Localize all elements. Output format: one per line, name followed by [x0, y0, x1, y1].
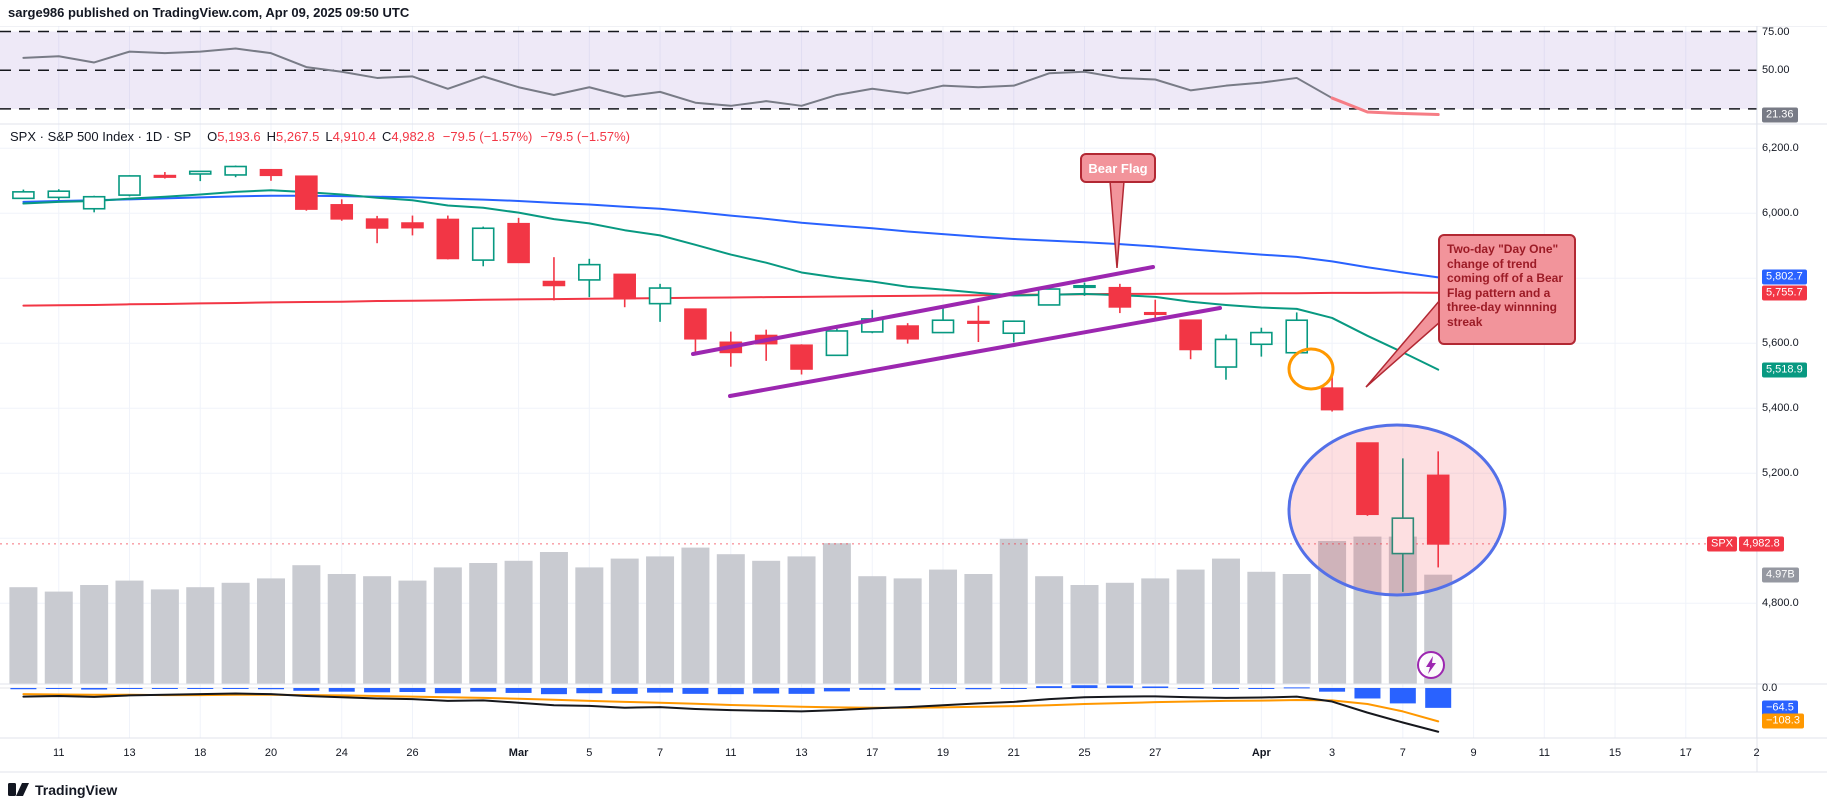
time-axis-label: 25 [1078, 747, 1091, 759]
publish-header: sarge986 published on TradingView.com, A… [0, 0, 1827, 26]
time-axis-label: 7 [1399, 747, 1406, 759]
time-axis-label: 3 [1329, 747, 1336, 759]
time-axis-label: 20 [264, 747, 278, 759]
symbol-info-row[interactable]: SPX · S&P 500 Index · 1D · SP O5,193.6 H5,… [10, 129, 630, 144]
close-label: C [382, 129, 392, 144]
change-value: −79.5 (−1.57%) [442, 129, 533, 144]
symbol-title[interactable]: SPX · S&P 500 Index · 1D · SP [10, 129, 192, 144]
axis-tick-label: 6,200.0 [1762, 142, 1799, 155]
time-axis-label: Mar [508, 747, 529, 759]
axis-tick-label: 6,000.0 [1762, 207, 1799, 220]
time-axis-label: 21 [1007, 747, 1020, 759]
axis-tick-label: 4,800.0 [1762, 597, 1799, 610]
bear-flag-callout[interactable]: Bear Flag [1080, 153, 1156, 183]
axis-tick-label: 5,600.0 [1762, 337, 1799, 350]
low-label: L [325, 129, 333, 144]
time-scale[interactable]: 11 13 18 20 24 26 Mar 5 7 11 13 17 19 21 25 27 Apr 3 7 9 11 1… [0, 738, 1760, 772]
time-axis-label: 2 [1753, 747, 1760, 759]
time-axis-label: 27 [1149, 747, 1162, 759]
axis-tick-label: 5,200.0 [1762, 467, 1799, 480]
axis-value-badge: 5,755.7 [1762, 285, 1807, 301]
axis-value-badge: 4.97B [1762, 567, 1799, 583]
high-value: 5,267.5 [276, 129, 320, 144]
axis-value-badge: −64.5 [1762, 700, 1798, 716]
close-value: 4,982.8 [391, 129, 435, 144]
time-axis-label: 19 [936, 747, 950, 759]
open-value: 5,193.6 [217, 129, 261, 144]
price-scale[interactable]: 75.00 50.00 6,200.0 6,000.0 5,600.0 5,400.0 5,… [1707, 0, 1827, 772]
time-axis-label: 15 [1608, 747, 1622, 759]
low-value: 4,910.4 [332, 129, 376, 144]
time-axis-label: 11 [725, 747, 737, 759]
time-axis-label: 13 [795, 747, 808, 759]
time-axis-label: 9 [1470, 747, 1477, 759]
time-axis-label: 11 [53, 747, 65, 759]
ohlc-values: O5,193.6 H5,267.5 L4,910.4 C4,982.8 −79.5 (−… [201, 129, 630, 144]
time-axis-label: 11 [1538, 747, 1551, 759]
time-axis-label: 13 [123, 747, 136, 759]
open-label: O [207, 129, 218, 144]
time-axis-label: 18 [194, 747, 207, 759]
symbol-price-badge: SPX 4,982.8 [1707, 536, 1784, 552]
time-axis-label: 5 [586, 747, 593, 759]
time-axis-label: 17 [866, 747, 879, 759]
axis-tick-label: 5,400.0 [1762, 402, 1799, 415]
publish-text: sarge986 published on TradingView.com, A… [8, 5, 410, 20]
time-axis-label: 17 [1679, 747, 1692, 759]
trend-change-note[interactable]: Two-day "Day One" change of trend coming… [1438, 234, 1576, 345]
tradingview-logo[interactable]: TradingView [35, 782, 118, 798]
time-axis-label: 24 [335, 747, 348, 759]
time-axis-label: 7 [656, 747, 664, 759]
axis-value-badge: 5,518.9 [1762, 362, 1807, 378]
axis-value-badge: −108.3 [1762, 713, 1804, 729]
time-axis-label: Apr [1251, 747, 1271, 759]
high-label: H [266, 129, 277, 144]
axis-tick-label: 50.00 [1762, 64, 1790, 77]
axis-tick-label: 75.00 [1762, 25, 1790, 38]
axis-value-badge: 5,802.7 [1762, 269, 1807, 285]
axis-value-badge: 21.36 [1762, 107, 1798, 123]
change-percent: −79.5 (−1.57%) [540, 129, 631, 144]
time-axis-label: 26 [406, 747, 419, 759]
axis-tick-label: 0.0 [1762, 682, 1778, 694]
tradingview-logo-icon [8, 779, 29, 801]
footer: TradingView [8, 779, 117, 801]
